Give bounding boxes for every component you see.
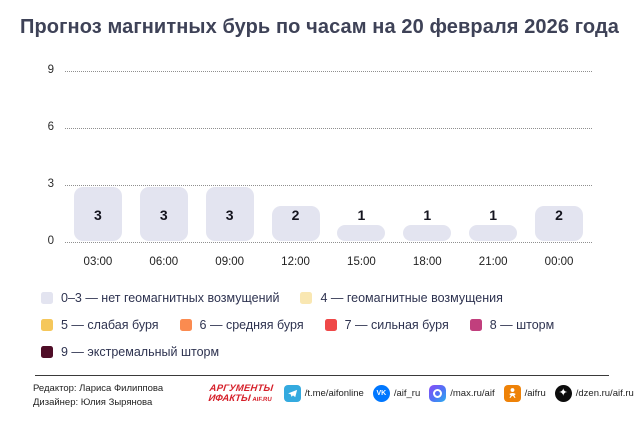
y-axis-tick-0: 0	[47, 235, 54, 247]
bar-value-label: 3	[94, 207, 102, 223]
bar-value-label: 3	[159, 207, 168, 223]
footer-brand-row: АРГУМЕНТЫ ИФАКТЫ AIF.RU /t.me/aifonline V…	[207, 380, 634, 406]
legend-item: 5 — слабая буря	[41, 318, 159, 332]
bar-03:00	[73, 187, 122, 241]
credit-editor: Редактор: Лариса Филиппова	[33, 383, 164, 394]
bar-00:00	[535, 206, 584, 241]
legend-swatch-icon	[41, 292, 53, 304]
legend-row: 5 — слабая буря 6 — средняя буря 7 — сильн…	[41, 317, 601, 333]
social-links: /t.me/aifonline VK/aif_ru/max.ru/aif/aifr…	[283, 384, 634, 402]
gridline-0	[65, 242, 592, 243]
social-label: /dzen.ru/aif.ru	[575, 387, 634, 399]
bar-18:00	[403, 225, 452, 241]
telegram-icon	[283, 384, 301, 402]
odnoklassniki-icon	[503, 384, 521, 402]
social-link--max-ru-aif[interactable]: /max.ru/aif	[429, 384, 495, 402]
x-axis-tick-00:00: 00:00	[544, 256, 574, 268]
bar-06:00	[139, 187, 188, 241]
legend-row: 9 — экстремальный шторм	[41, 344, 601, 360]
legend-label: 6 — средняя буря	[199, 318, 304, 332]
credits: Редактор: Лариса Филиппова Дизайнер: Юли…	[33, 382, 163, 409]
legend-swatch-icon	[179, 319, 192, 331]
legend-swatch-icon	[300, 292, 313, 304]
legend-item: 4 — геомагнитные возмущения	[300, 291, 503, 305]
x-axis-tick-09:00: 09:00	[215, 256, 245, 268]
social-label: /aifru	[524, 387, 546, 399]
legend-item: 9 — экстремальный шторм	[41, 345, 219, 359]
page-title: Прогноз магнитных бурь по часам на 20 фе…	[20, 16, 619, 38]
social-label: /max.ru/aif	[450, 387, 495, 399]
bar-12:00	[271, 206, 320, 241]
bar-value-label: 2	[291, 207, 300, 223]
legend-item: 7 — сильная буря	[324, 318, 449, 332]
gridline-6	[65, 128, 592, 129]
y-axis-tick-6: 6	[47, 121, 54, 133]
social-label: /aif_ru	[393, 387, 421, 399]
social-link--aifru[interactable]: /aifru	[503, 384, 546, 402]
legend: 0–3 — нет геомагнитных возмущений 4 — гео…	[41, 290, 601, 371]
gridline-9	[65, 71, 592, 72]
bar-value-label: 1	[423, 207, 432, 223]
vk-icon: VK	[372, 384, 390, 402]
bar-value-label: 1	[357, 207, 366, 223]
legend-swatch-icon	[41, 319, 53, 331]
bar-value-label: 2	[555, 207, 563, 223]
social-link--aif-ru[interactable]: VK/aif_ru	[372, 384, 421, 402]
x-axis-tick-12:00: 12:00	[281, 256, 310, 268]
x-axis-tick-21:00: 21:00	[478, 256, 508, 268]
gridline-3	[65, 185, 592, 186]
legend-swatch-icon	[469, 319, 482, 331]
legend-label: 8 — шторм	[489, 318, 555, 332]
credit-designer: Дизайнер: Юлия Зырянова	[33, 396, 153, 408]
legend-label: 5 — слабая буря	[61, 318, 159, 332]
social-link--dzen-ru-aif-ru[interactable]: ✦/dzen.ru/aif.ru	[554, 384, 634, 402]
bar-15:00	[337, 225, 386, 241]
legend-item: 8 — шторм	[469, 318, 555, 332]
legend-label: 9 — экстремальный шторм	[61, 345, 220, 359]
legend-row: 0–3 — нет геомагнитных возмущений 4 — гео…	[41, 290, 601, 306]
y-axis-tick-9: 9	[47, 64, 54, 76]
legend-label: 7 — сильная буря	[344, 318, 449, 332]
legend-swatch-icon	[41, 346, 53, 358]
bar-value-label: 3	[225, 207, 234, 223]
x-axis-tick-06:00: 06:00	[149, 256, 179, 268]
x-axis-tick-03:00: 03:00	[83, 256, 113, 268]
bar-09:00	[205, 187, 254, 241]
footer-divider	[35, 375, 609, 376]
x-axis-tick-18:00: 18:00	[412, 256, 442, 268]
legend-label: 4 — геомагнитные возмущения	[320, 291, 503, 305]
y-axis-tick-3: 3	[47, 178, 54, 190]
max-icon	[429, 384, 447, 402]
bar-21:00	[469, 225, 518, 241]
legend-item: 6 — средняя буря	[179, 318, 304, 332]
bar-value-label: 1	[489, 207, 498, 223]
legend-item: 0–3 — нет геомагнитных возмущений	[41, 291, 279, 305]
legend-swatch-icon	[324, 319, 337, 331]
legend-label: 0–3 — нет геомагнитных возмущений	[61, 291, 280, 305]
social-label: /t.me/aifonline	[304, 387, 364, 399]
x-axis-tick-15:00: 15:00	[347, 256, 376, 268]
aif-logo: АРГУМЕНТЫ ИФАКТЫ AIF.RU	[207, 382, 274, 404]
social-link--t-me-aifonline[interactable]: /t.me/aifonline	[283, 384, 364, 402]
dzen-icon: ✦	[554, 384, 572, 402]
